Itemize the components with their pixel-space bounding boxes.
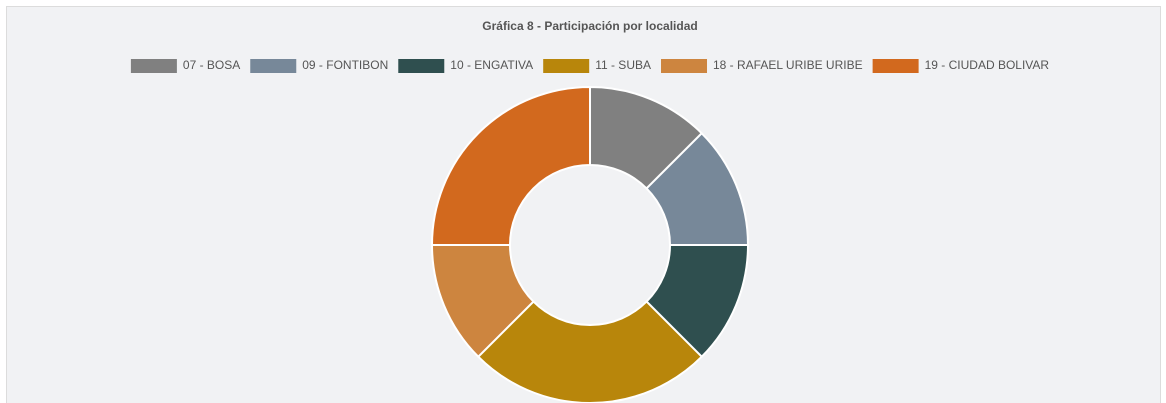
legend: 07 - BOSA 09 - FONTIBON 10 - ENGATIVA 11 - … [130, 58, 1050, 73]
slice [476, 300, 704, 403]
legend-label: 07 - BOSA [183, 58, 240, 72]
legend-swatch [543, 59, 590, 73]
legend-swatch [250, 59, 297, 73]
legend-label: 09 - FONTIBON [302, 58, 388, 72]
chart-title: Gráfica 8 - Participación por localidad [482, 19, 697, 33]
legend-swatch [130, 59, 177, 73]
legend-label: 11 - SUBA [595, 58, 651, 72]
legend-swatch [661, 59, 708, 73]
legend-swatch [872, 59, 919, 73]
legend-label: 19 - CIUDAD BOLIVAR [925, 58, 1050, 72]
legend-label: 18 - RAFAEL URIBE URIBE [713, 58, 863, 72]
slice [430, 85, 591, 246]
legend-swatch [398, 59, 445, 73]
legend-label: 10 - ENGATIVA [450, 58, 533, 72]
